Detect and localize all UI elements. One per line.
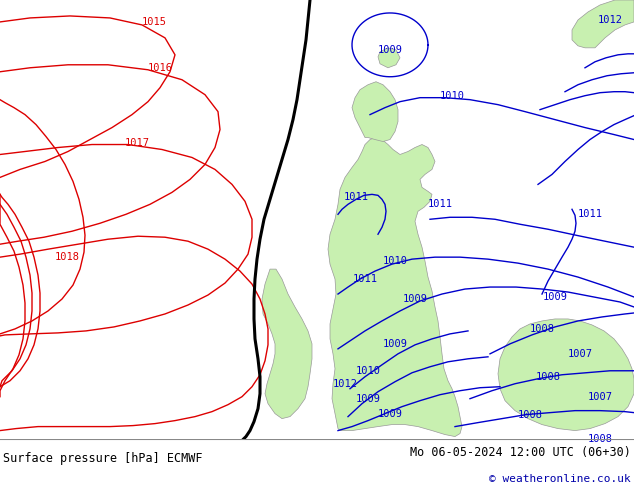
- Text: 1009: 1009: [377, 409, 403, 418]
- Polygon shape: [572, 0, 634, 48]
- Text: 1008: 1008: [517, 410, 543, 419]
- Polygon shape: [378, 48, 400, 68]
- Text: 1015: 1015: [142, 17, 167, 27]
- Text: 1011: 1011: [344, 193, 368, 202]
- Text: 1010: 1010: [439, 91, 465, 100]
- Text: 1009: 1009: [356, 393, 380, 404]
- Text: 1007: 1007: [567, 349, 593, 359]
- Text: 1011: 1011: [353, 274, 377, 284]
- Text: 1016: 1016: [148, 63, 173, 73]
- Polygon shape: [352, 82, 398, 142]
- Text: 1009: 1009: [403, 294, 427, 304]
- Text: 1011: 1011: [427, 199, 453, 209]
- Text: 1010: 1010: [382, 256, 408, 266]
- Text: 1010: 1010: [356, 366, 380, 376]
- Text: 1018: 1018: [55, 252, 80, 262]
- Polygon shape: [498, 319, 634, 431]
- Text: 1008: 1008: [536, 372, 560, 382]
- Text: Mo 06-05-2024 12:00 UTC (06+30): Mo 06-05-2024 12:00 UTC (06+30): [410, 446, 631, 460]
- Polygon shape: [328, 138, 462, 437]
- Text: 1009: 1009: [543, 292, 567, 302]
- Text: 1008: 1008: [588, 434, 612, 443]
- Text: 1012: 1012: [597, 15, 623, 25]
- Text: 1012: 1012: [332, 379, 358, 389]
- Text: 1008: 1008: [529, 324, 555, 334]
- Text: 1009: 1009: [377, 45, 403, 55]
- Text: © weatheronline.co.uk: © weatheronline.co.uk: [489, 474, 631, 484]
- Polygon shape: [262, 269, 312, 418]
- Text: 1007: 1007: [588, 392, 612, 402]
- Text: 1017: 1017: [125, 138, 150, 147]
- Text: Surface pressure [hPa] ECMWF: Surface pressure [hPa] ECMWF: [3, 452, 203, 465]
- Text: 1011: 1011: [578, 209, 602, 220]
- Text: 1009: 1009: [382, 339, 408, 349]
